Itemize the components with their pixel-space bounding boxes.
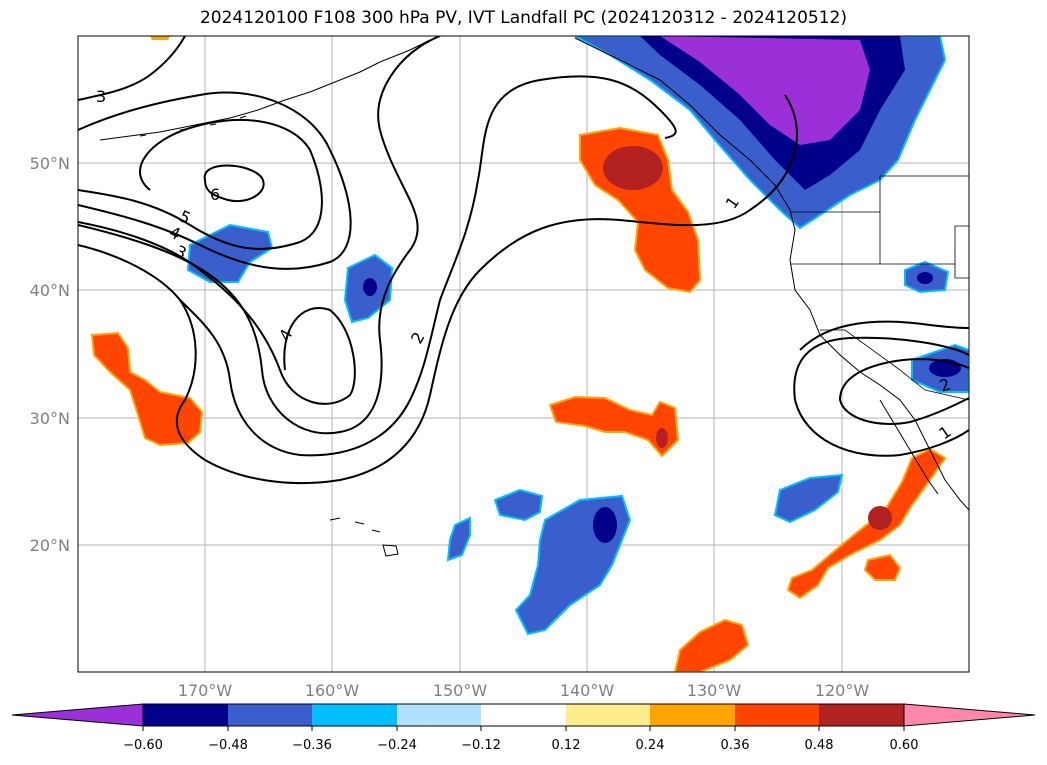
colorbar-tick-label: 0.12	[552, 738, 581, 753]
aleutian-islands	[139, 115, 247, 137]
colorbar-segment	[566, 704, 650, 726]
map-frame	[77, 35, 970, 673]
lon-label: 140°W	[560, 681, 615, 700]
negative-ivt-blobs	[186, 36, 969, 636]
colorbar-frame	[142, 703, 905, 727]
blob-north-pacific-west	[186, 223, 274, 283]
contour-label: 6	[210, 185, 220, 204]
colorbar-tick-label: 0.36	[721, 738, 750, 753]
colorbar-tick-label: −0.24	[377, 738, 417, 753]
blob-baja-small	[863, 553, 902, 581]
blob-pnw-peak	[660, 36, 870, 145]
blob-subtropical-small2	[446, 516, 471, 562]
lat-label: 50°N	[30, 154, 70, 173]
contour-6	[203, 164, 265, 203]
lon-label: 160°W	[305, 681, 360, 700]
blob-north-edge	[150, 36, 170, 40]
colorbar-max-extend	[903, 703, 1036, 727]
contour-1-east	[799, 320, 969, 351]
latitude-labels: 50°N 40°N 30°N 20°N	[30, 154, 70, 555]
lon-label: 170°W	[178, 681, 233, 700]
contour-5	[78, 91, 352, 270]
blob-subtropical-small1	[493, 488, 544, 522]
alaska-peninsula-coast	[99, 39, 431, 141]
lat-label: 40°N	[30, 281, 70, 300]
colorbar-segment	[312, 704, 397, 726]
contour-4-b	[78, 36, 441, 435]
lon-label: 120°W	[815, 681, 870, 700]
contour-1-loop	[793, 336, 969, 401]
blob-west-central	[90, 331, 204, 447]
lon-label: 130°W	[687, 681, 742, 700]
baja-coast	[879, 399, 939, 495]
lat-label: 20°N	[30, 536, 70, 555]
colorbar-tick-label: 0.60	[890, 738, 919, 753]
colorbar-segment	[143, 704, 228, 726]
state-borders	[790, 175, 969, 401]
contour-label: 3	[96, 87, 106, 106]
colorbar-segment	[397, 704, 481, 726]
colorbar-tick-label: −0.12	[461, 738, 501, 753]
coastlines	[99, 37, 969, 557]
lon-label: 150°W	[433, 681, 488, 700]
blob-south-central	[673, 618, 750, 672]
lat-label: 30°N	[30, 409, 70, 428]
colorbar-tick-label: 0.48	[805, 738, 834, 753]
map-panel: 3 6 5 4 3 4 2 1 2 1	[78, 36, 969, 672]
colorbar-segment	[228, 704, 312, 726]
contour-3-top	[78, 36, 186, 101]
contour-2-cal	[839, 358, 969, 425]
colorbar-segment	[481, 704, 566, 726]
contour-3	[78, 75, 677, 457]
hawaii-islands	[329, 517, 399, 557]
colorbar-segment	[650, 704, 735, 726]
contour-1-lower	[794, 399, 969, 457]
colorbar-tick-label: −0.48	[208, 738, 248, 753]
colorbar-ticks	[142, 726, 905, 731]
colorbar-segment	[735, 704, 819, 726]
pv-contours	[78, 36, 969, 485]
contour-2	[175, 94, 798, 485]
blob-baja-west	[773, 473, 844, 524]
north-america-coast	[574, 37, 969, 511]
colorbar-tick-label: 0.24	[636, 738, 665, 753]
colorbar-tick-label: −0.60	[123, 738, 163, 753]
colorbar-min-extend	[11, 703, 144, 727]
map-title: 2024120100 F108 300 hPa PV, IVT Landfall…	[199, 8, 847, 28]
positive-ivt-blobs	[90, 36, 947, 672]
blob-subtropical-central-east	[548, 395, 680, 458]
colorbar-tick-label: −0.36	[292, 738, 332, 753]
colorbar: −0.60 −0.48 −0.36 −0.24 −0.12 0.12 0.24 …	[11, 703, 1036, 753]
colorbar-segment	[819, 704, 904, 726]
longitude-labels: 170°W 160°W 150°W 140°W 130°W 120°W	[178, 681, 870, 700]
blob-baja	[786, 447, 947, 600]
contour-5-outer	[78, 118, 323, 250]
